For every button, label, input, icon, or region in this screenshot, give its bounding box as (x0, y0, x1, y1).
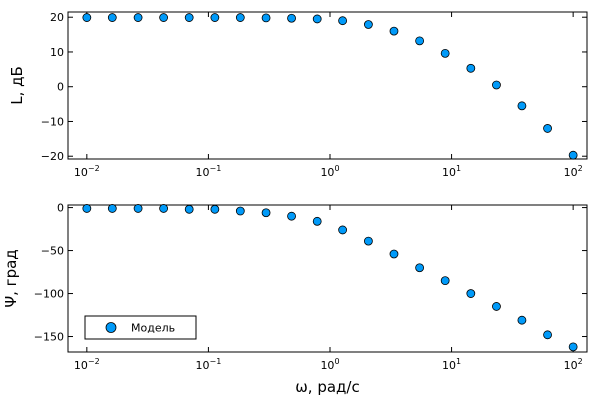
x-tick-label: 10−2 (74, 164, 100, 179)
data-point (261, 208, 271, 218)
data-point (517, 315, 527, 325)
data-point (364, 236, 373, 246)
phase-panel: 10−2 10−1 100 101 102 −150 −100 −50 0 Ψ, град ω, р… (2, 202, 588, 396)
data-point (107, 13, 117, 22)
y-tick-label: −50 (41, 245, 64, 258)
data-point (440, 48, 450, 58)
x-tick-label: 101 (442, 164, 461, 179)
data-point (287, 211, 296, 221)
data-point (543, 124, 552, 133)
data-point (184, 13, 194, 22)
x-tick-label: 102 (564, 357, 583, 372)
data-point (210, 204, 220, 214)
data-point (159, 204, 169, 213)
legend: Модель (84, 315, 197, 340)
data-point (492, 302, 501, 311)
data-point (338, 225, 348, 235)
y-tick-label: −10 (41, 115, 64, 128)
data-point (543, 330, 552, 340)
data-point (415, 36, 425, 46)
y-axis-label: L, дБ (8, 66, 26, 105)
data-point (568, 342, 578, 352)
data-point (287, 13, 296, 23)
x-tick-label: 10−1 (196, 357, 222, 372)
legend-marker (105, 322, 117, 333)
data-point (389, 249, 399, 259)
x-tick-label: 10−1 (196, 164, 222, 179)
data-point (82, 204, 92, 213)
magnitude-panel: 10−2 10−1 100 101 102 −20 −10 0 10 20 L, дБ (8, 11, 588, 179)
data-point (133, 204, 143, 213)
data-point (338, 16, 348, 26)
data-point (184, 204, 194, 214)
x-tick-label: 102 (564, 164, 583, 179)
y-tick-label: 0 (57, 202, 64, 215)
data-point (389, 26, 399, 36)
y-tick-label: 0 (57, 81, 64, 94)
data-point (492, 80, 501, 90)
y-tick-label: 20 (50, 11, 64, 24)
data-point (466, 289, 476, 298)
x-tick-label: 101 (442, 357, 461, 372)
data-point (82, 13, 92, 22)
data-point (133, 13, 143, 22)
data-point (235, 206, 245, 216)
y-tick-label: −100 (34, 288, 64, 301)
data-point (568, 150, 578, 160)
legend-box (84, 315, 197, 340)
y-axis-label: Ψ, град (2, 249, 20, 307)
x-tick-label: 10−2 (74, 357, 100, 372)
x-tick-label: 100 (320, 357, 339, 372)
plot-frame (67, 11, 588, 160)
data-point (312, 14, 322, 24)
data-point (466, 63, 476, 73)
data-point (517, 101, 527, 111)
data-point (107, 204, 117, 213)
y-tick-label: −150 (34, 331, 64, 344)
data-point (440, 276, 450, 286)
data-point (415, 263, 425, 273)
data-point (364, 20, 373, 29)
data-point (312, 216, 322, 226)
data-point (261, 13, 271, 23)
y-tick-label: −20 (41, 150, 64, 163)
y-tick-label: 10 (50, 46, 64, 59)
data-point (235, 13, 245, 22)
legend-label: Модель (131, 322, 175, 335)
data-point (159, 13, 169, 22)
x-tick-label: 100 (320, 164, 339, 179)
data-point (210, 13, 220, 22)
plot-frame (67, 204, 588, 353)
x-axis-label: ω, рад/с (295, 378, 359, 396)
